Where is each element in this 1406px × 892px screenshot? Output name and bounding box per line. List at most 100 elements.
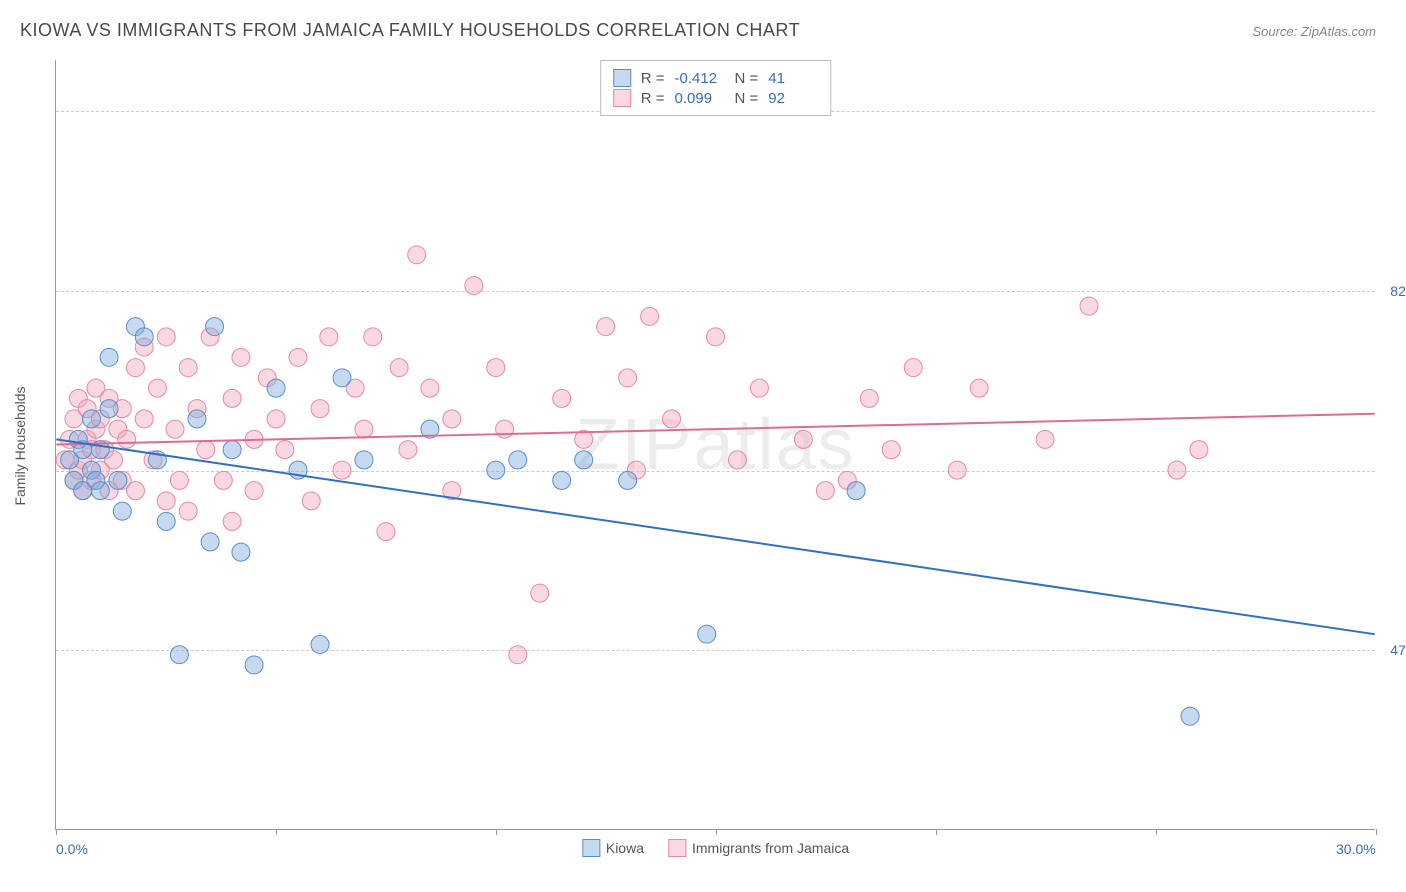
data-point [126,482,144,500]
data-point [1036,430,1054,448]
data-point [214,471,232,489]
data-point [509,646,527,664]
data-point [113,502,131,520]
data-point [641,307,659,325]
data-point [333,369,351,387]
swatch-series-2 [613,89,631,107]
data-point [465,277,483,295]
r-value-2: 0.099 [675,90,725,107]
data-point [663,410,681,428]
data-point [135,410,153,428]
source-attribution: Source: ZipAtlas.com [1252,24,1376,39]
x-tick [716,829,717,835]
y-axis-label: Family Households [12,386,28,505]
data-point [421,379,439,397]
data-point [553,471,571,489]
data-point [1080,297,1098,315]
data-point [970,379,988,397]
data-point [166,420,184,438]
data-point [157,512,175,530]
data-point [707,328,725,346]
data-point [860,389,878,407]
y-tick-label: 47.5% [1380,642,1406,658]
data-point [311,635,329,653]
data-point [311,400,329,418]
trend-line [56,414,1374,445]
data-point [267,410,285,428]
data-point [553,389,571,407]
data-point [232,543,250,561]
data-point [882,441,900,459]
x-tick [496,829,497,835]
x-tick [276,829,277,835]
x-tick [56,829,57,835]
data-point [377,523,395,541]
stats-row-2: R = 0.099 N = 92 [613,89,819,107]
data-point [135,328,153,346]
legend-label-1: Kiowa [606,840,644,856]
data-point [619,369,637,387]
data-point [904,359,922,377]
legend-label-2: Immigrants from Jamaica [692,840,849,856]
data-point [487,461,505,479]
data-point [91,482,109,500]
data-point [487,359,505,377]
data-point [179,359,197,377]
x-tick [936,829,937,835]
data-point [100,400,118,418]
data-point [847,482,865,500]
legend-item-1: Kiowa [582,839,644,857]
data-point [126,359,144,377]
data-point [83,410,101,428]
data-point [619,471,637,489]
data-point [223,389,241,407]
data-point [1190,441,1208,459]
data-point [355,420,373,438]
data-point [948,461,966,479]
x-tick-label: 0.0% [56,841,88,857]
y-tick-label: 82.5% [1380,283,1406,299]
data-point [179,502,197,520]
data-point [698,625,716,643]
data-point [575,451,593,469]
data-point [170,471,188,489]
data-point [188,410,206,428]
data-point [289,348,307,366]
legend-item-2: Immigrants from Jamaica [668,839,849,857]
data-point [223,512,241,530]
data-point [390,359,408,377]
data-point [794,430,812,448]
r-label: R = [641,90,665,107]
legend: Kiowa Immigrants from Jamaica [582,839,849,857]
data-point [109,471,127,489]
stats-row-1: R = -0.412 N = 41 [613,69,819,87]
data-point [245,482,263,500]
data-point [232,348,250,366]
data-point [1181,707,1199,725]
legend-swatch-2 [668,839,686,857]
data-point [443,410,461,428]
data-point [1168,461,1186,479]
data-point [170,646,188,664]
data-point [201,533,219,551]
data-point [223,441,241,459]
n-value-1: 41 [768,70,818,87]
data-point [245,656,263,674]
swatch-series-1 [613,69,631,87]
chart-container: KIOWA VS IMMIGRANTS FROM JAMAICA FAMILY … [0,0,1406,892]
data-point [509,451,527,469]
data-point [148,379,166,397]
scatter-svg [56,60,1375,829]
plot-area: ZIPatlas 47.5%82.5% R = -0.412 N = 41 R … [55,60,1375,830]
data-point [496,420,514,438]
data-point [320,328,338,346]
data-point [531,584,549,602]
data-point [355,451,373,469]
x-tick [1376,829,1377,835]
data-point [750,379,768,397]
data-point [399,441,417,459]
data-point [267,379,285,397]
chart-title: KIOWA VS IMMIGRANTS FROM JAMAICA FAMILY … [20,20,800,41]
stats-box: R = -0.412 N = 41 R = 0.099 N = 92 [600,60,832,116]
data-point [100,348,118,366]
